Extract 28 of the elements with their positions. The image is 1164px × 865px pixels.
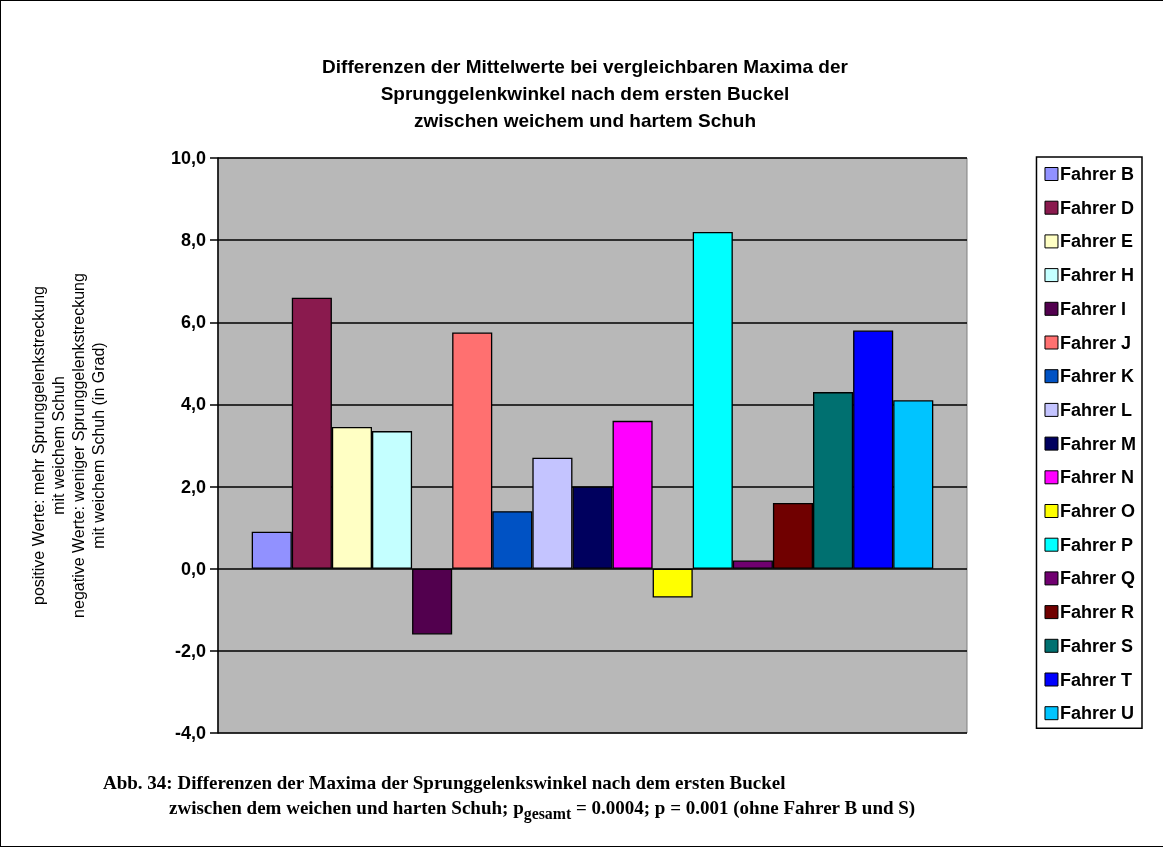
legend-label: Fahrer J bbox=[1059, 332, 1132, 353]
legend-label: Fahrer N bbox=[1059, 467, 1135, 488]
y-axis-title: positive Werte: mehr Sprunggelenkstreckung mit weichem Schuh negative Werte: weniger Sprunggelenkstreckung mit weichem Schuh (in Grad) bbox=[29, 273, 107, 618]
legend-label: Fahrer T bbox=[1059, 669, 1133, 690]
legend-label: Fahrer E bbox=[1059, 231, 1134, 252]
legend-label: Fahrer D bbox=[1059, 197, 1135, 218]
legend-label: Fahrer P bbox=[1059, 534, 1134, 555]
y-tick-label: -4,0 bbox=[174, 723, 206, 743]
y-tick-label: 2,0 bbox=[180, 476, 206, 497]
y-tick-label: -2,0 bbox=[174, 640, 206, 661]
y-tick-label: 8,0 bbox=[180, 230, 206, 251]
legend-label: Fahrer O bbox=[1059, 501, 1136, 521]
caption: Abb. 34: Differenzen der Maxima der Sprunggelenkswinkel nach dem ersten Buckel zwischen dem weichen und harten Schuh; p$_{gesamt}$ = 0.0004; p = 0.001 (ohne Fahrer B und S) bbox=[103, 771, 916, 825]
y-tick-label: 6,0 bbox=[180, 312, 206, 333]
y-tick-label: 4,0 bbox=[180, 394, 206, 415]
y-tick-label: 0,0 bbox=[180, 558, 206, 579]
legend-label: Fahrer H bbox=[1059, 265, 1135, 286]
legend-label: Fahrer B bbox=[1059, 164, 1135, 184]
legend-label: Fahrer Q bbox=[1059, 568, 1136, 589]
legend-label: Fahrer S bbox=[1059, 635, 1134, 656]
legend-label: Fahrer M bbox=[1059, 433, 1137, 454]
legend-label: Fahrer K bbox=[1059, 366, 1135, 387]
chart-title: Differenzen der Mittelwerte bei vergleichbaren Maxima der Sprunggelenkwinkel nach dem ersten Buckel zwischen weichem und hartem Schuh bbox=[322, 56, 849, 131]
legend-label: Fahrer U bbox=[1059, 703, 1135, 724]
legend-label: Fahrer L bbox=[1059, 399, 1133, 420]
legend-label: Fahrer R bbox=[1059, 602, 1135, 623]
y-tick-label: 10,0 bbox=[170, 148, 206, 168]
legend-label: Fahrer I bbox=[1059, 298, 1127, 319]
